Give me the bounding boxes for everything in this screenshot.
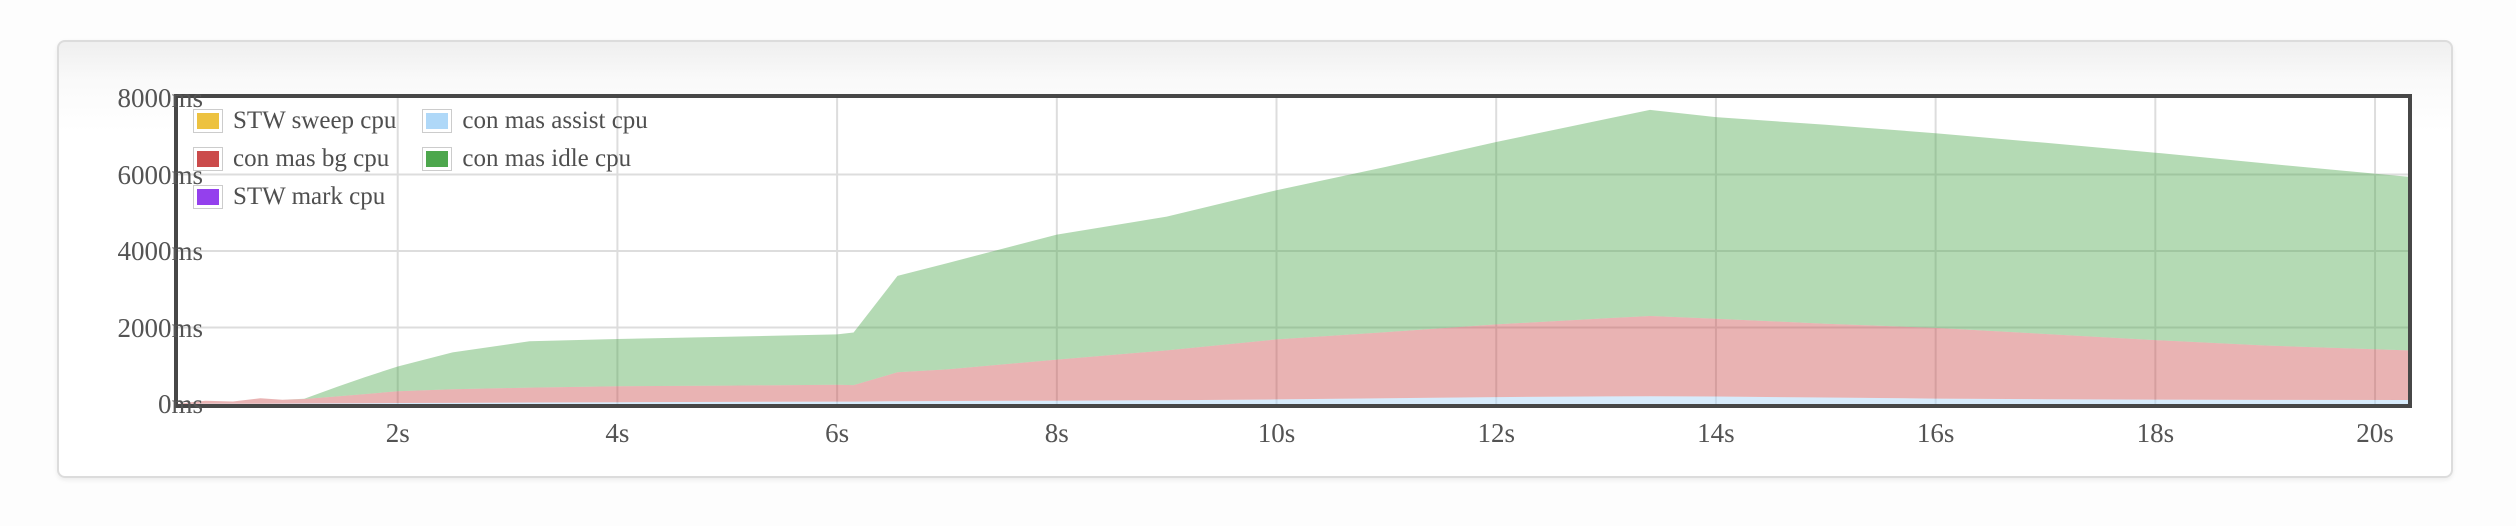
- legend-swatch-icon: [422, 147, 453, 171]
- legend-swatch-icon: [193, 185, 223, 209]
- legend-color-fill: [197, 151, 219, 167]
- legend-label: con mas idle cpu: [462, 145, 632, 172]
- legend-color-fill: [426, 151, 449, 167]
- area-con-mas-bg-cpu: [178, 316, 2408, 404]
- x-tick-label: 10s: [1257, 418, 1296, 448]
- legend-label: STW mark cpu: [233, 183, 386, 210]
- chart-card: 0ms 2000ms 4000ms 6000ms 8000ms 2s 4s 6s 8s 10s 1…: [57, 40, 2453, 478]
- legend-item-con-mas-assist-cpu: con mas assist cpu: [422, 106, 648, 136]
- legend-swatch-icon: [193, 147, 223, 171]
- x-tick-label: 20s: [2356, 418, 2394, 448]
- y-tick-label: 4000ms: [117, 236, 203, 266]
- legend-color-fill: [426, 113, 449, 129]
- y-tick-label: 6000ms: [117, 159, 203, 190]
- area-con-mas-assist-cpu: [178, 396, 2408, 404]
- legend-item-stw-sweep-cpu: STW sweep cpu: [193, 106, 396, 136]
- x-tick-label: 8s: [1044, 418, 1069, 448]
- legend-item-con-mas-idle-cpu: con mas idle cpu: [422, 144, 647, 174]
- legend-color-fill: [197, 189, 219, 205]
- area-con-mas-idle-cpu: [178, 109, 2408, 404]
- legend-item-stw-mark-cpu: STW mark cpu: [193, 182, 396, 212]
- legend-color-fill: [197, 113, 219, 129]
- legend: STW sweep cpu con mas assist cpu con mas b…: [193, 106, 648, 212]
- legend-label: con mas bg cpu: [233, 145, 390, 172]
- x-tick-label: 4s: [605, 418, 630, 448]
- x-tick-label: 14s: [1697, 418, 1735, 448]
- x-tick-label: 6s: [825, 418, 850, 448]
- y-tick-label: 0ms: [157, 389, 203, 419]
- x-tick-label: 16s: [1916, 418, 1955, 448]
- legend-label: con mas assist cpu: [462, 107, 648, 134]
- gc-cpu-area-chart[interactable]: [178, 98, 2408, 404]
- x-tick-label: 18s: [2136, 418, 2175, 448]
- plot-area[interactable]: [174, 94, 2412, 408]
- legend-swatch-icon: [422, 109, 453, 133]
- legend-swatch-icon: [193, 109, 223, 133]
- legend-item-con-mas-bg-cpu: con mas bg cpu: [193, 144, 396, 174]
- x-tick-label: 2s: [385, 418, 410, 448]
- y-tick-label: 2000ms: [117, 312, 203, 343]
- legend-label: STW sweep cpu: [233, 107, 397, 134]
- x-tick-label: 12s: [1477, 418, 1515, 448]
- y-tick-label: 8000ms: [117, 83, 203, 113]
